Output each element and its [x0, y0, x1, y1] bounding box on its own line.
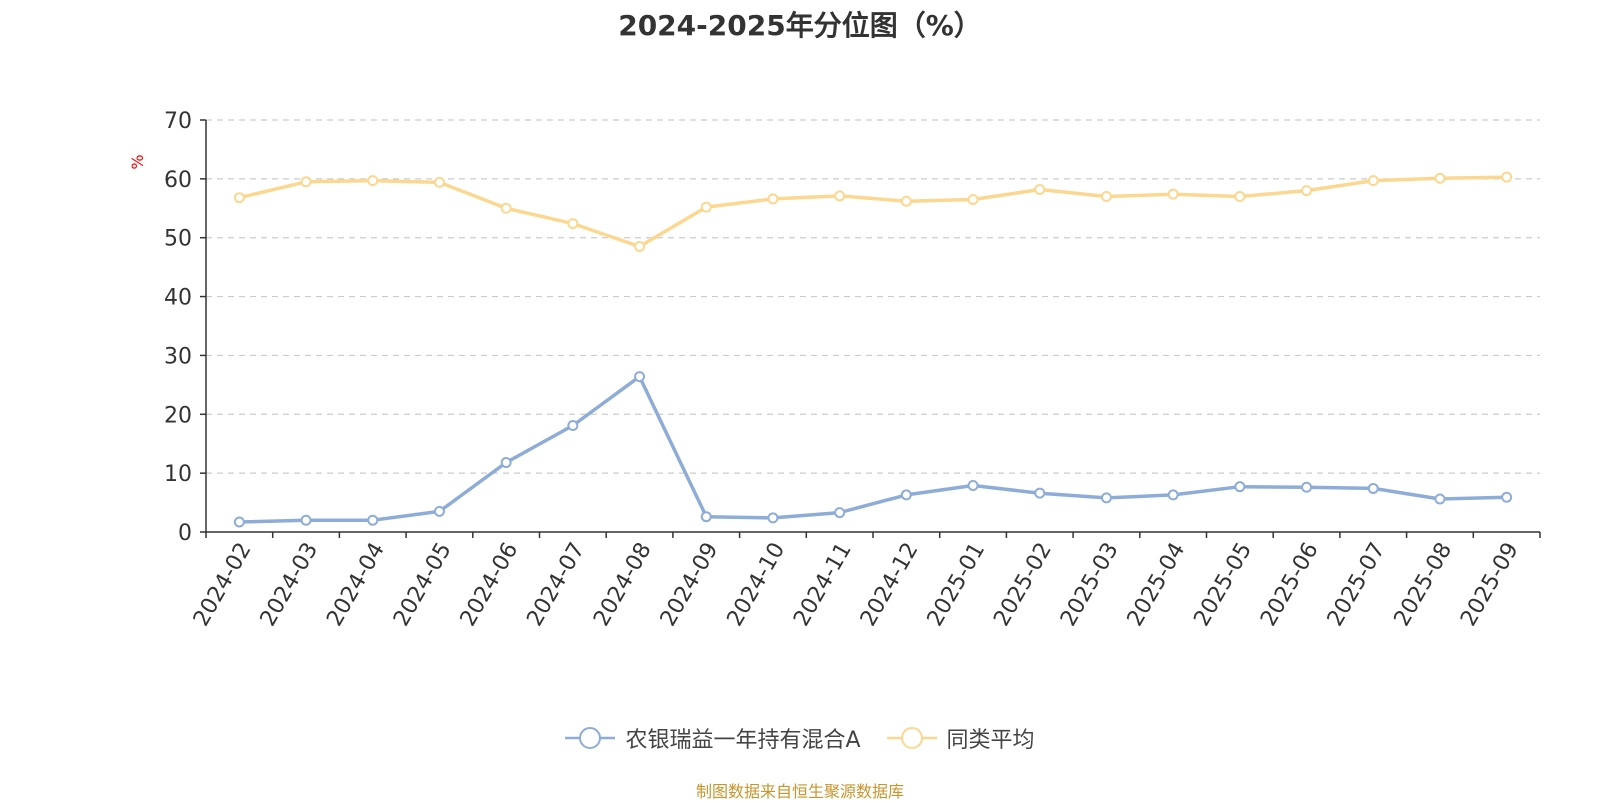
x-tick-label: 2024-11 [789, 539, 857, 631]
series-layer [233, 171, 1513, 528]
data-point [433, 505, 445, 517]
x-tick-label: 2024-08 [589, 539, 657, 631]
x-tick-label: 2025-05 [1189, 539, 1257, 631]
data-point [1301, 481, 1313, 493]
legend: 农银瑞益一年持有混合A 同类平均 [0, 722, 1600, 754]
x-tick-label: 2024-04 [322, 539, 390, 631]
legend-marker-circle [900, 727, 923, 749]
data-point [1167, 489, 1179, 501]
x-tick-label: 2025-06 [1256, 539, 1324, 631]
data-point [1434, 493, 1446, 505]
series-line-1 [239, 374, 1507, 524]
data-point [767, 193, 779, 205]
data-point [1234, 481, 1246, 493]
data-point [300, 176, 312, 188]
data-point [1034, 487, 1046, 499]
legend-label: 农银瑞益一年持有混合A [625, 728, 861, 753]
x-tick-label: 2024-12 [856, 539, 924, 631]
y-tick-label: 0 [178, 521, 192, 546]
source-note: 制图数据来自恒生聚源数据库 [695, 782, 904, 801]
data-point [1367, 482, 1379, 494]
data-point [500, 457, 512, 469]
data-point [967, 193, 979, 205]
x-tick-label: 2024-10 [723, 539, 791, 631]
x-tick-label: 2025-07 [1323, 539, 1391, 631]
legend-label: 同类平均 [946, 728, 1035, 753]
data-point [433, 176, 445, 188]
x-tick-label: 2025-09 [1456, 539, 1524, 631]
y-tick-label: 20 [164, 403, 192, 428]
x-tick-label: 2024-02 [189, 539, 257, 631]
x-tick-label: 2024-09 [656, 539, 724, 631]
chart-title: 2024-2025年分位图（%） [618, 9, 982, 42]
data-point [1167, 188, 1179, 200]
data-point [900, 489, 912, 501]
x-tick-label: 2025-08 [1390, 539, 1458, 631]
data-point [1434, 172, 1446, 184]
data-point [1501, 491, 1513, 503]
grid-layer [206, 119, 1540, 474]
data-point [767, 512, 779, 524]
x-tick-label: 2025-02 [989, 539, 1057, 631]
data-point [1100, 191, 1112, 203]
data-point [1301, 185, 1313, 197]
data-point [1367, 175, 1379, 187]
x-tick-label: 2024-06 [456, 539, 524, 631]
data-point [834, 190, 846, 202]
x-tick-label: 2024-03 [256, 539, 324, 631]
data-point [567, 419, 579, 431]
x-tick-label: 2025-01 [923, 539, 991, 631]
data-point [367, 175, 379, 187]
data-point [367, 514, 379, 526]
legend-item-2[interactable]: 同类平均 [886, 722, 1035, 754]
y-tick-label: 30 [164, 344, 192, 369]
data-point [300, 514, 312, 526]
legend-marker-circle [579, 727, 602, 749]
data-point [900, 195, 912, 207]
x-tick-label: 2025-04 [1123, 539, 1191, 631]
x-tick-label: 2024-05 [389, 539, 457, 631]
y-tick-label: 60 [164, 168, 192, 193]
series-line-2 [238, 175, 1507, 249]
data-point [1034, 183, 1046, 195]
x-tick-label: 2025-03 [1056, 539, 1124, 631]
data-point [1100, 492, 1112, 504]
y-tick-label: 40 [164, 286, 192, 311]
y-tick-label: 10 [164, 462, 192, 487]
data-point [233, 192, 245, 204]
data-point [500, 202, 512, 214]
y-tick-label: 50 [164, 227, 192, 252]
legend-marker-icon [886, 727, 937, 749]
y-axis-unit-label: % [128, 154, 147, 169]
data-point [834, 507, 846, 519]
legend-item-1[interactable]: 农银瑞益一年持有混合A [565, 722, 861, 754]
data-point [634, 371, 646, 383]
data-point [634, 241, 646, 253]
data-point [700, 511, 712, 523]
data-point [967, 480, 979, 492]
data-point [233, 516, 245, 528]
y-tick-label: 70 [164, 109, 192, 134]
data-point [567, 218, 579, 230]
data-point [700, 201, 712, 213]
data-point [1501, 171, 1513, 183]
legend-marker-icon [565, 727, 616, 749]
data-point [1234, 191, 1246, 203]
x-tick-label: 2024-07 [522, 539, 590, 631]
